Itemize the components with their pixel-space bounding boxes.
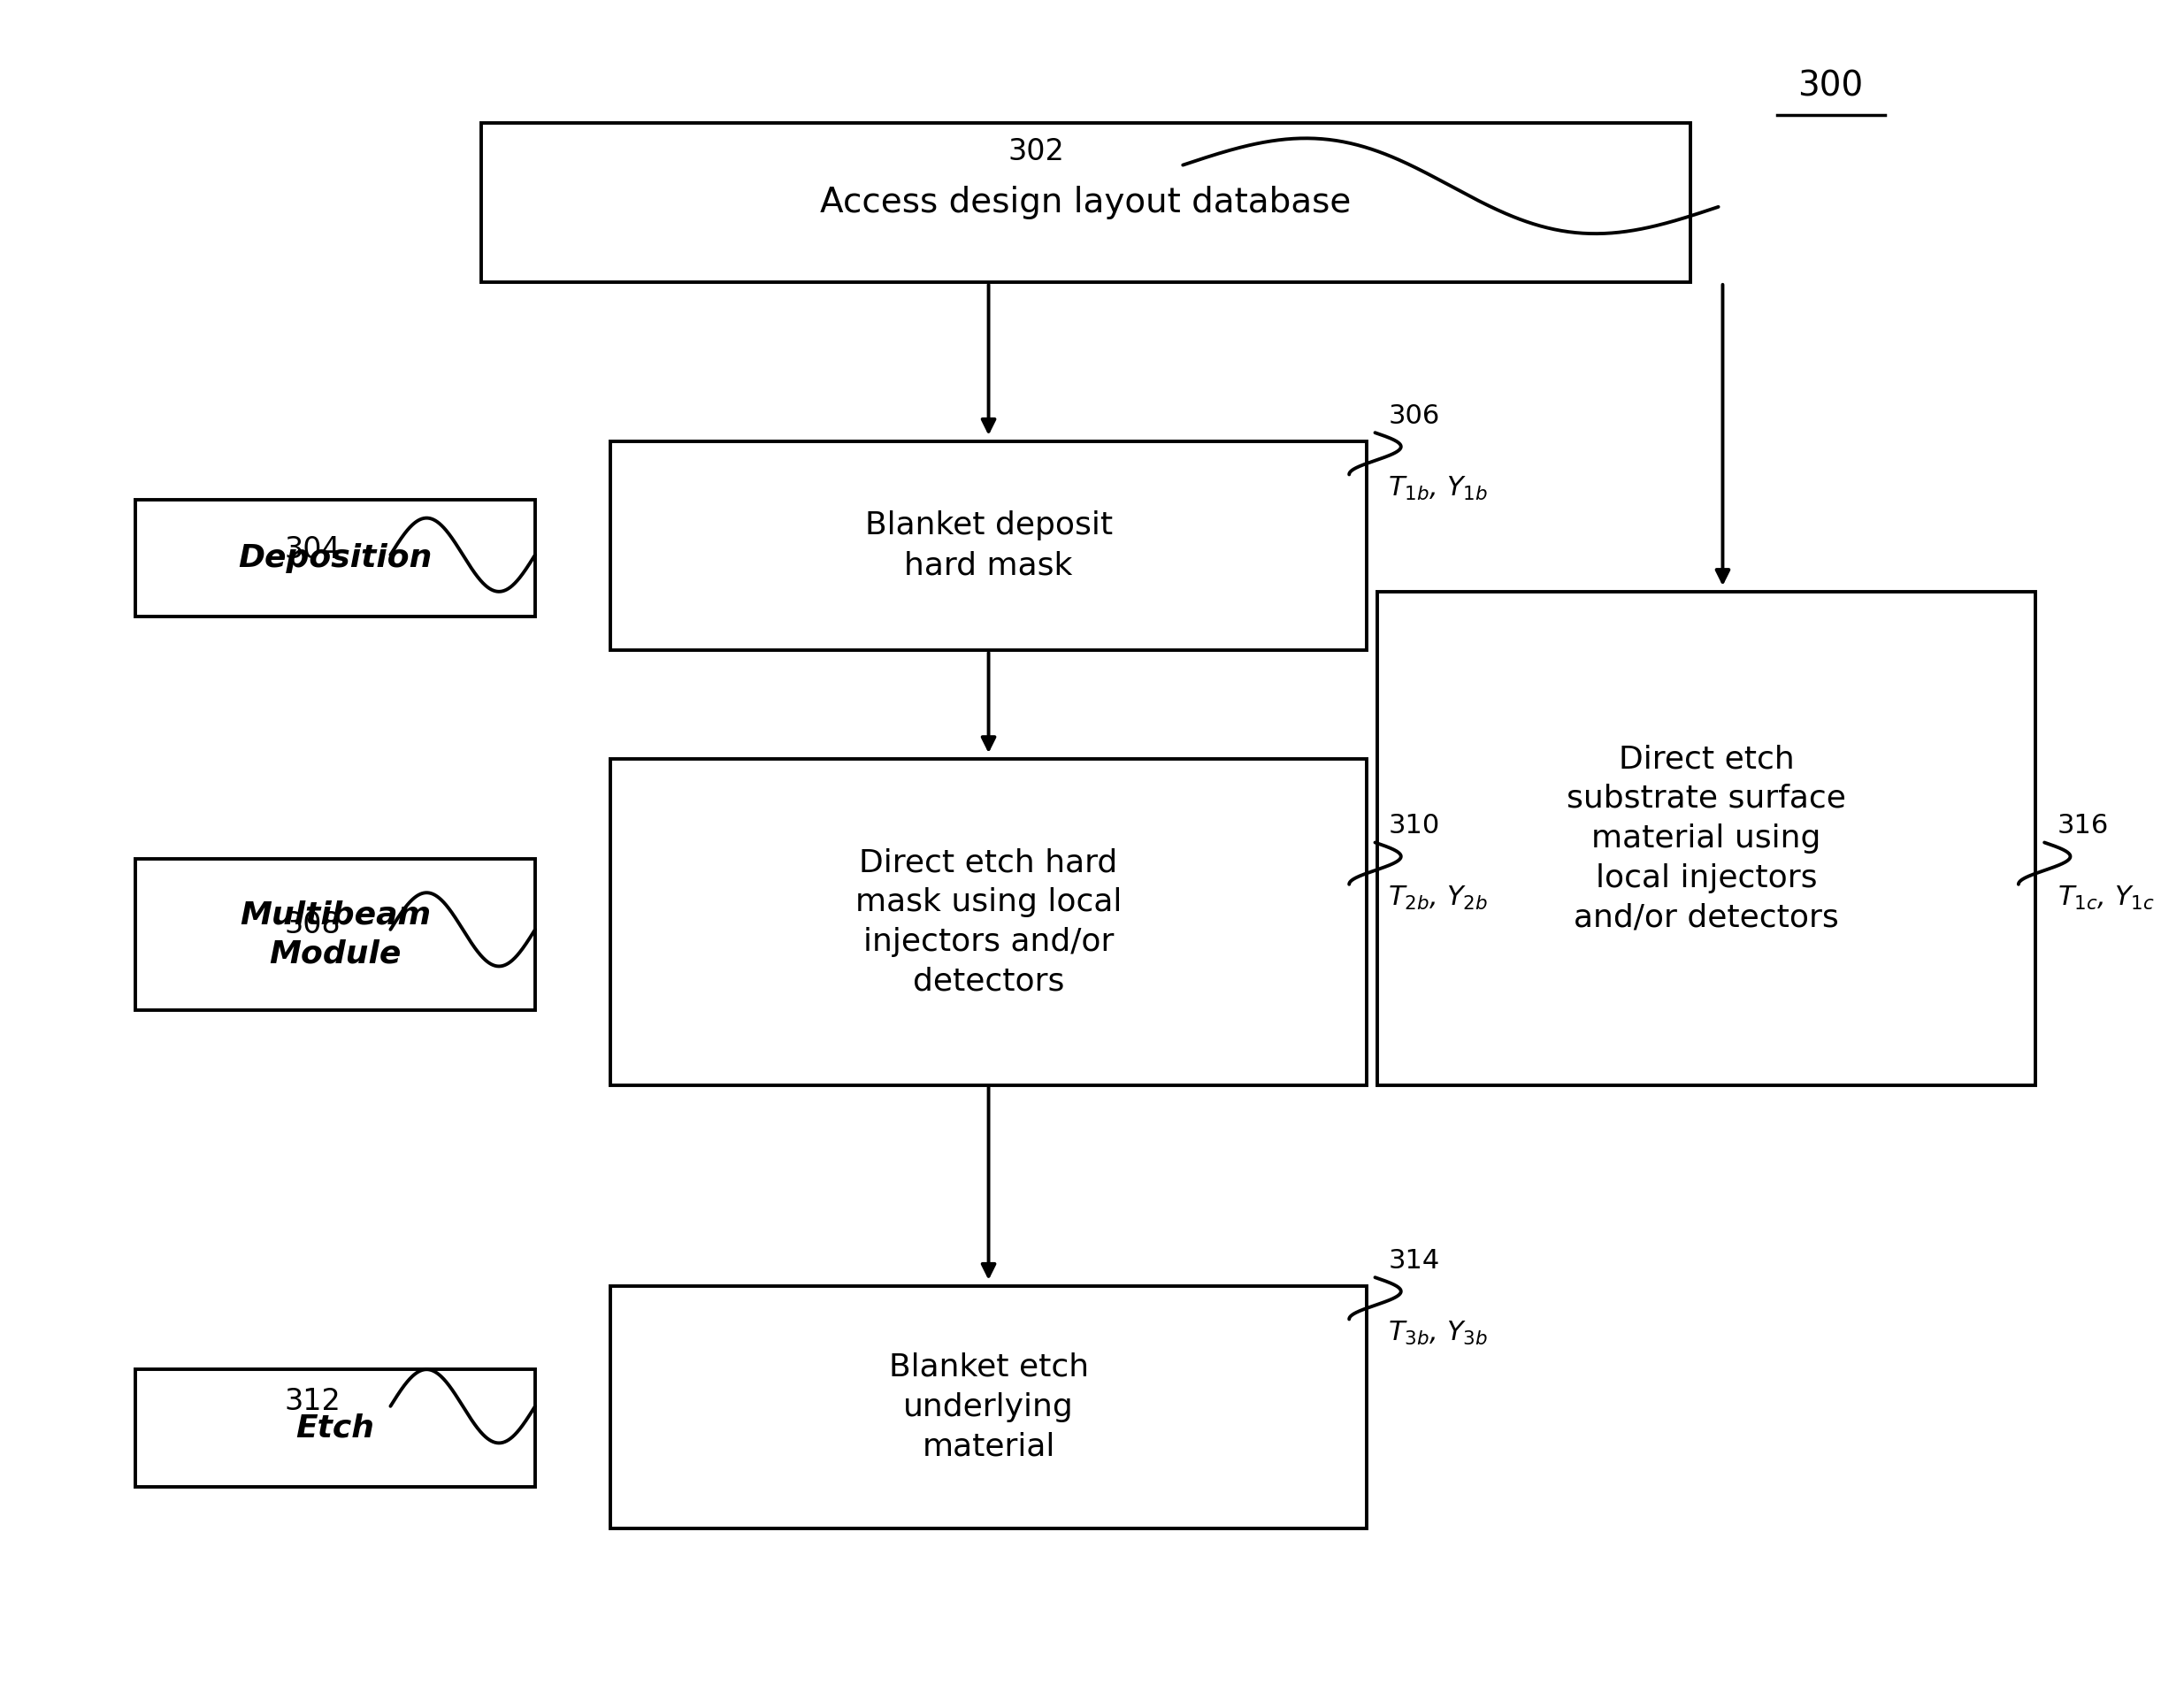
FancyBboxPatch shape [135, 499, 535, 617]
FancyBboxPatch shape [612, 758, 1367, 1085]
Text: 306: 306 [1389, 403, 1439, 428]
FancyBboxPatch shape [135, 859, 535, 1009]
Text: Direct etch hard
mask using local
injectors and/or
detectors: Direct etch hard mask using local inject… [856, 848, 1123, 996]
Text: 300: 300 [1797, 69, 1863, 103]
Text: 304: 304 [284, 536, 341, 564]
Text: 302: 302 [1007, 136, 1064, 167]
Text: 314: 314 [1389, 1249, 1439, 1274]
Text: Blanket deposit
hard mask: Blanket deposit hard mask [865, 511, 1112, 580]
Text: 312: 312 [284, 1387, 341, 1415]
Text: Deposition: Deposition [238, 543, 432, 573]
Text: $T_{1c}$, $Y_{1c}$: $T_{1c}$, $Y_{1c}$ [2057, 885, 2156, 912]
Text: 308: 308 [284, 910, 341, 939]
Text: 310: 310 [1389, 812, 1439, 839]
FancyBboxPatch shape [480, 123, 1690, 281]
Text: $T_{1b}$, $Y_{1b}$: $T_{1b}$, $Y_{1b}$ [1389, 475, 1487, 502]
FancyBboxPatch shape [1378, 591, 2035, 1085]
Text: Direct etch
substrate surface
material using
local injectors
and/or detectors: Direct etch substrate surface material u… [1566, 745, 1845, 932]
FancyBboxPatch shape [135, 1370, 535, 1486]
FancyBboxPatch shape [612, 441, 1367, 650]
Text: 316: 316 [2057, 812, 2110, 839]
Text: $T_{2b}$, $Y_{2b}$: $T_{2b}$, $Y_{2b}$ [1389, 885, 1487, 912]
Text: Multibeam
Module: Multibeam Module [240, 900, 430, 969]
Text: $T_{3b}$, $Y_{3b}$: $T_{3b}$, $Y_{3b}$ [1389, 1319, 1487, 1346]
FancyBboxPatch shape [612, 1286, 1367, 1528]
Text: Etch: Etch [297, 1414, 376, 1442]
Text: Access design layout database: Access design layout database [821, 185, 1352, 219]
Text: Blanket etch
underlying
material: Blanket etch underlying material [889, 1353, 1088, 1461]
